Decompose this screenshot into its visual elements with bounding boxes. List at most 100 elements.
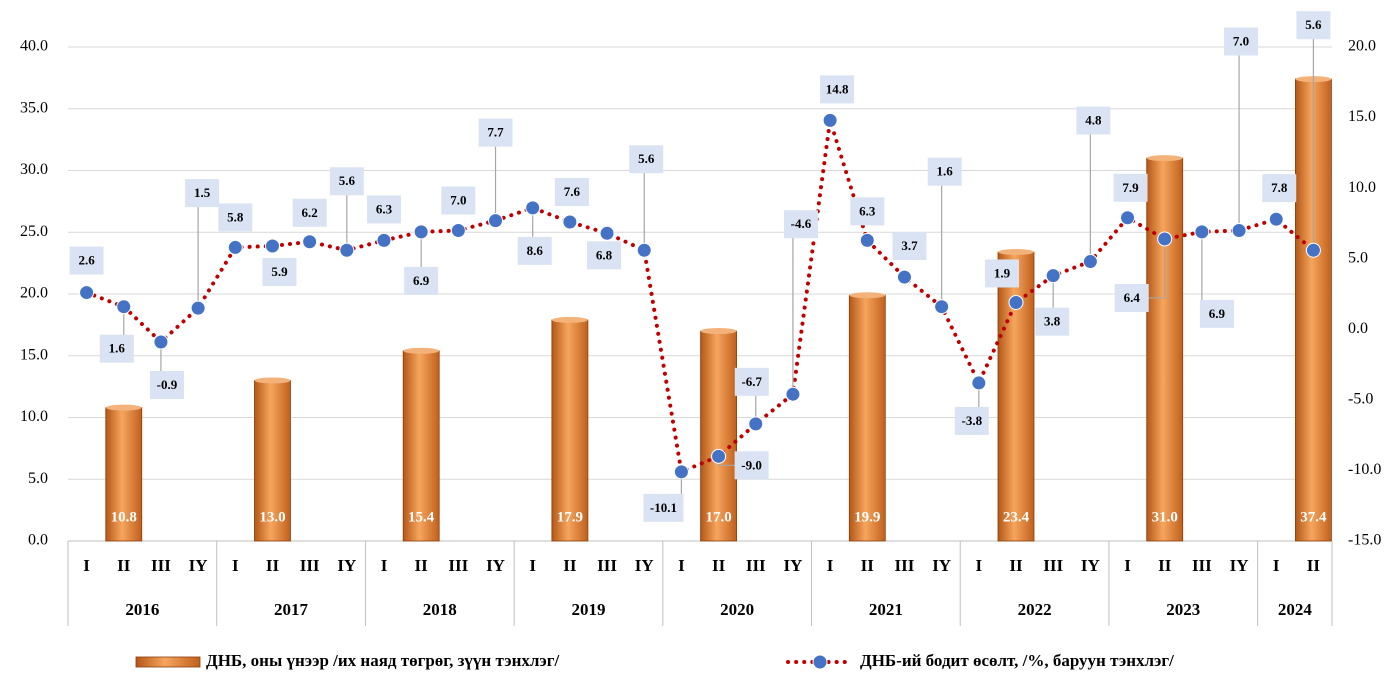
marker xyxy=(1268,211,1284,227)
label-box xyxy=(954,406,989,435)
bar-top xyxy=(849,292,886,299)
x-tick-label: IY xyxy=(1081,556,1100,575)
label-box xyxy=(734,367,769,396)
bar-value-label: 17.0 xyxy=(705,509,731,525)
data-label: 1.9 xyxy=(994,265,1011,280)
bar xyxy=(848,294,886,542)
bar xyxy=(551,319,589,542)
data-label: -0.9 xyxy=(157,377,178,392)
leader-line xyxy=(1089,119,1094,262)
label-box xyxy=(1035,307,1070,336)
marker xyxy=(339,242,355,258)
legend-swatch xyxy=(135,656,201,668)
label-box xyxy=(587,241,622,270)
x-tick-label: IY xyxy=(783,556,802,575)
marker xyxy=(971,375,987,391)
x-tick-label: II xyxy=(861,556,875,575)
bar-top xyxy=(105,404,142,411)
data-label: -10.1 xyxy=(650,500,677,515)
label-box xyxy=(892,232,927,261)
marker xyxy=(525,200,541,216)
x-group-label: 2022 xyxy=(1018,600,1052,619)
data-label: 6.9 xyxy=(413,273,430,288)
x-tick-label: I xyxy=(976,556,983,575)
data-label: 6.3 xyxy=(859,203,876,218)
x-tick-label: II xyxy=(712,556,726,575)
x-tick-label: I xyxy=(529,556,536,575)
data-label: 5.9 xyxy=(271,264,288,279)
bar-top xyxy=(1146,155,1183,162)
data-label: -6.7 xyxy=(741,374,762,389)
data-label: 14.8 xyxy=(826,81,849,96)
data-label: 6.8 xyxy=(596,247,613,262)
bar-value-label: 31.0 xyxy=(1152,509,1178,525)
data-label: 4.8 xyxy=(1085,113,1102,128)
data-label: 1.6 xyxy=(937,164,954,179)
label-box xyxy=(367,195,401,224)
label-box xyxy=(1199,299,1234,328)
y2-tick-label: -5.0 xyxy=(1348,391,1373,408)
data-label: 3.7 xyxy=(901,238,918,253)
marker xyxy=(1045,268,1061,284)
label-box xyxy=(1114,283,1149,312)
bar xyxy=(402,350,440,542)
marker xyxy=(636,242,652,258)
marker xyxy=(264,238,280,254)
x-tick-label: I xyxy=(232,556,239,575)
label-box xyxy=(404,266,439,295)
y2-tick-label: -10.0 xyxy=(1348,461,1381,478)
x-tick-label: I xyxy=(1124,556,1131,575)
marker xyxy=(1120,210,1136,226)
data-label: 1.6 xyxy=(109,341,126,356)
data-label: 7.0 xyxy=(450,192,466,207)
y2-tick-label: -15.0 xyxy=(1348,532,1381,549)
bar-value-label: 10.8 xyxy=(111,509,137,525)
x-tick-label: IY xyxy=(1230,556,1249,575)
x-tick-label: III xyxy=(448,556,468,575)
x-tick-label: II xyxy=(415,556,429,575)
x-group-label: 2019 xyxy=(571,600,605,619)
label-box xyxy=(643,493,684,522)
x-tick-label: III xyxy=(151,556,171,575)
bar-top xyxy=(998,249,1034,256)
y-tick-label: 10.0 xyxy=(20,408,48,425)
y2-tick-label: 20.0 xyxy=(1348,38,1376,55)
data-label: 5.6 xyxy=(1305,17,1322,32)
x-tick-label: I xyxy=(1273,556,1280,575)
x-tick-label: I xyxy=(83,556,90,575)
bar-top xyxy=(551,316,588,323)
marker xyxy=(1157,231,1173,247)
marker xyxy=(599,225,615,241)
data-label: 7.8 xyxy=(1271,180,1288,195)
leader-line xyxy=(941,171,945,307)
x-tick-label: I xyxy=(381,556,388,575)
bar-value-label: 13.0 xyxy=(259,509,285,525)
label-box xyxy=(1076,106,1111,135)
bar-value-label: 23.4 xyxy=(1003,509,1030,525)
x-group-label: 2023 xyxy=(1166,600,1200,619)
leader-line xyxy=(197,192,203,309)
label-box xyxy=(1296,11,1331,40)
label-box xyxy=(850,197,885,226)
data-label: 6.3 xyxy=(376,201,393,216)
bar-value-label: 37.4 xyxy=(1300,509,1327,525)
label-box xyxy=(783,210,818,239)
y-tick-label: 35.0 xyxy=(20,99,48,116)
data-label: -4.6 xyxy=(791,216,812,231)
x-group-label: 2018 xyxy=(423,600,457,619)
marker xyxy=(1082,254,1098,270)
label-box xyxy=(734,451,769,480)
marker xyxy=(1231,222,1247,238)
data-label: 7.9 xyxy=(1122,180,1139,195)
marker xyxy=(673,464,689,480)
label-box xyxy=(149,370,184,399)
label-box xyxy=(99,334,134,363)
label-box xyxy=(218,203,253,232)
data-label: 7.6 xyxy=(564,184,581,199)
y-tick-label: 20.0 xyxy=(20,285,48,302)
marker xyxy=(859,232,875,248)
label-box xyxy=(820,75,855,104)
growth-line xyxy=(84,119,1316,475)
data-label: 2.6 xyxy=(78,253,95,268)
x-group-label: 2024 xyxy=(1278,600,1313,619)
